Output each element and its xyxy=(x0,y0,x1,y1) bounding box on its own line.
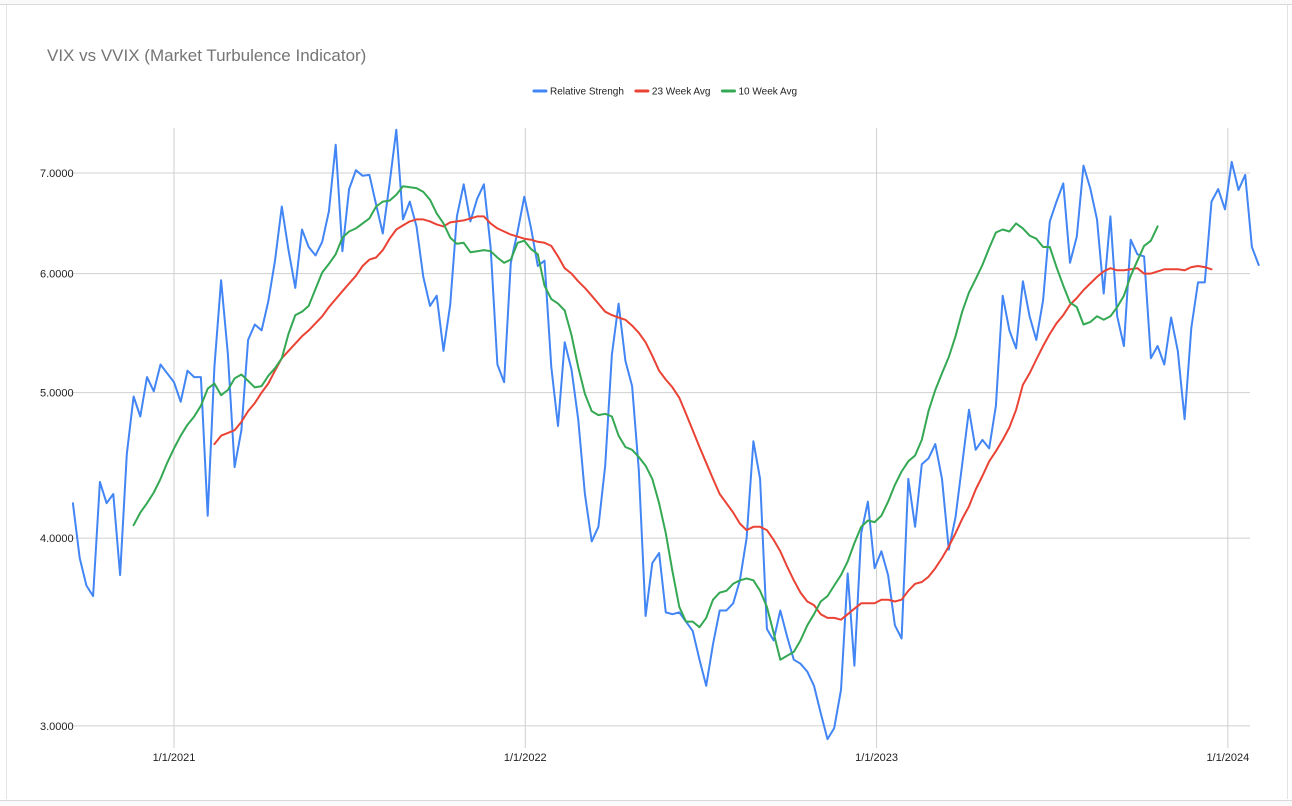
legend-label: 23 Week Avg xyxy=(652,87,711,98)
x-tick-label: 1/1/2022 xyxy=(504,752,547,764)
legend[interactable]: Relative Strengh 23 Week Avg 10 Week Avg xyxy=(532,87,797,98)
y-tick-label: 5.0000 xyxy=(40,388,74,400)
legend-label: 10 Week Avg xyxy=(738,87,797,98)
gridlines xyxy=(71,128,1250,748)
chart-card[interactable]: VIX vs VVIX (Market Turbulence Indicator… xyxy=(6,5,1288,799)
series-line-10-week-avg xyxy=(132,185,1159,661)
series-line-23-week-avg xyxy=(213,215,1213,621)
y-tick-label: 6.0000 xyxy=(40,269,74,281)
axis-labels: 3.0000 4.0000 5.0000 6.0000 7.0000 1/1/2021 1/… xyxy=(40,168,1249,764)
legend-label: Relative Strengh xyxy=(550,87,624,98)
sheet-grid-bottom-edge xyxy=(0,800,1292,806)
chart-title: VIX vs VVIX (Market Turbulence Indicator… xyxy=(47,46,367,65)
sheet-grid-top-edge xyxy=(0,0,1292,5)
series-lines xyxy=(71,128,1260,741)
legend-item[interactable]: 10 Week Avg xyxy=(720,87,797,98)
x-tick-label: 1/1/2023 xyxy=(855,752,898,764)
y-tick-label: 4.0000 xyxy=(40,533,74,545)
legend-item[interactable]: 23 Week Avg xyxy=(634,87,711,98)
y-tick-label: 7.0000 xyxy=(40,168,74,180)
y-tick-label: 3.0000 xyxy=(40,721,74,733)
x-tick-label: 1/1/2024 xyxy=(1206,752,1249,764)
legend-item[interactable]: Relative Strengh xyxy=(532,87,624,98)
series-line-relative-strengh xyxy=(71,128,1260,741)
x-tick-label: 1/1/2021 xyxy=(153,752,196,764)
